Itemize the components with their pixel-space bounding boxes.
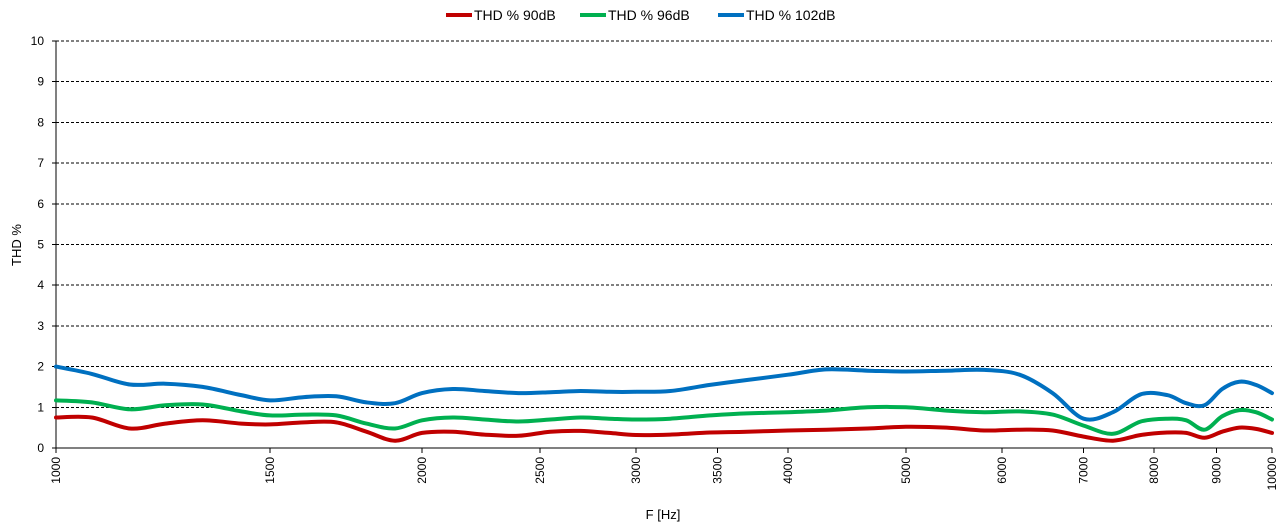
y-tick-label: 5 bbox=[37, 238, 44, 252]
legend-label-3: THD % 102dB bbox=[746, 7, 835, 23]
x-axis-tick-labels: 1000 1500 2000 2500 3000 3500 4000 5000 6000 7000… bbox=[49, 457, 1279, 491]
y-tick-label: 2 bbox=[37, 360, 44, 374]
y-tick-label: 1 bbox=[37, 400, 44, 414]
x-axis-title: F [Hz] bbox=[646, 507, 681, 522]
y-tick-label: 0 bbox=[37, 441, 44, 455]
x-tick-label: 2000 bbox=[415, 457, 429, 484]
x-tick-label: 4000 bbox=[781, 457, 795, 484]
x-tick-label: 3000 bbox=[629, 457, 643, 484]
y-tick-label: 9 bbox=[37, 75, 44, 89]
y-tick-label: 4 bbox=[37, 278, 44, 292]
series-line-3 bbox=[54, 364, 1274, 422]
y-tick-label: 7 bbox=[37, 156, 44, 170]
chart-legend: THD % 90dB THD % 96dB THD % 102dB bbox=[446, 7, 835, 23]
y-tick-label: 8 bbox=[37, 115, 44, 129]
y-axis-tick-labels: 0 1 2 3 4 5 6 7 8 9 10 bbox=[31, 34, 45, 455]
x-tick-label: 2500 bbox=[533, 457, 547, 484]
x-tick-label: 7000 bbox=[1077, 457, 1091, 484]
x-tick-label: 6000 bbox=[995, 457, 1009, 484]
data-series bbox=[54, 364, 1274, 443]
x-tick-label: 1500 bbox=[263, 457, 277, 484]
x-tick-label: 10000 bbox=[1265, 457, 1279, 491]
y-axis-title: THD % bbox=[9, 224, 24, 266]
series-line-1 bbox=[54, 414, 1274, 443]
x-tick-label: 8000 bbox=[1147, 457, 1161, 484]
x-tick-label: 3500 bbox=[711, 457, 725, 484]
y-tick-label: 10 bbox=[31, 34, 45, 48]
chart-axes bbox=[52, 40, 1273, 453]
x-tick-label: 5000 bbox=[899, 457, 913, 484]
y-tick-label: 6 bbox=[37, 197, 44, 211]
legend-label-1: THD % 90dB bbox=[474, 7, 556, 23]
series-line-2 bbox=[54, 398, 1274, 436]
legend-label-2: THD % 96dB bbox=[608, 7, 690, 23]
x-tick-label: 1000 bbox=[49, 457, 63, 484]
horizontal-gridlines bbox=[56, 40, 1272, 408]
y-tick-label: 3 bbox=[37, 319, 44, 333]
x-tick-label: 9000 bbox=[1209, 457, 1223, 484]
